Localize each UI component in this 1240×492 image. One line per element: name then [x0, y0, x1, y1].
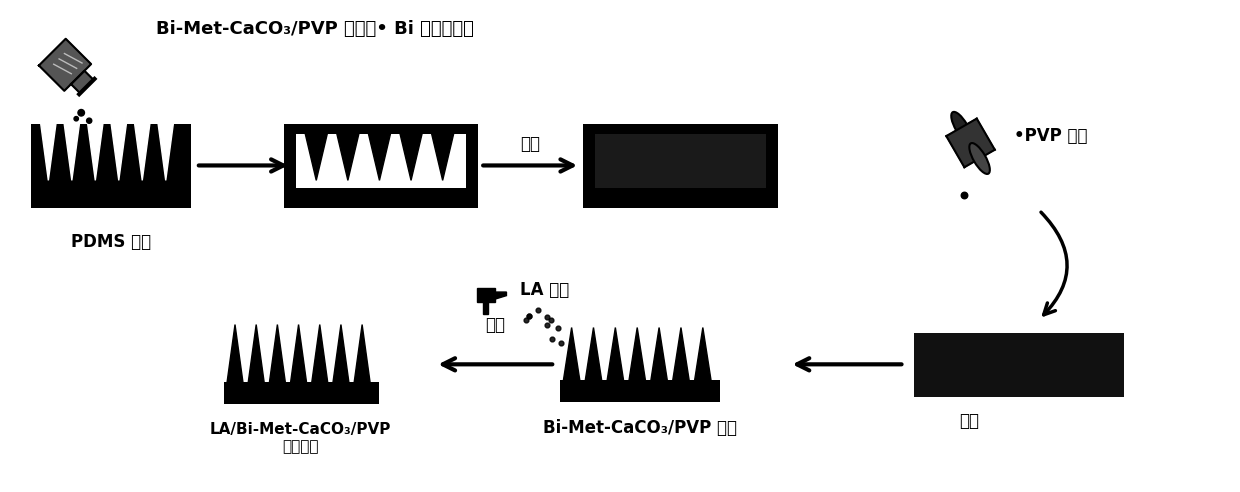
Point — [71, 109, 91, 117]
Point — [542, 316, 562, 324]
Polygon shape — [41, 123, 56, 181]
Bar — [295, 134, 466, 188]
Text: PDMS 阴模: PDMS 阴模 — [71, 233, 151, 251]
Polygon shape — [484, 302, 489, 314]
Point — [955, 191, 975, 199]
Bar — [31, 123, 191, 208]
Polygon shape — [290, 325, 306, 382]
Point — [537, 313, 557, 321]
Polygon shape — [673, 328, 689, 380]
Polygon shape — [477, 287, 495, 302]
Bar — [583, 123, 595, 208]
Ellipse shape — [970, 143, 990, 174]
Polygon shape — [88, 123, 103, 181]
Text: 喷涂: 喷涂 — [485, 315, 506, 334]
Text: Bi-Met-CaCO₃/PVP 溶液（• Bi 纳米粒子）: Bi-Met-CaCO₃/PVP 溶液（• Bi 纳米粒子） — [156, 20, 474, 38]
Bar — [583, 188, 777, 208]
Point — [516, 316, 536, 324]
Point — [79, 117, 99, 124]
Text: LA/Bi-Met-CaCO₃/PVP
涂覆微针: LA/Bi-Met-CaCO₃/PVP 涂覆微针 — [210, 422, 392, 455]
Text: 干燥: 干燥 — [960, 412, 980, 430]
Polygon shape — [651, 328, 667, 380]
Polygon shape — [135, 123, 150, 181]
Polygon shape — [112, 123, 126, 181]
Polygon shape — [157, 123, 174, 181]
Text: •PVP 凝胶: •PVP 凝胶 — [1014, 126, 1087, 145]
Point — [537, 321, 557, 329]
Bar — [224, 382, 378, 404]
Polygon shape — [248, 325, 264, 382]
Bar — [765, 123, 777, 208]
Polygon shape — [368, 134, 391, 181]
Polygon shape — [585, 328, 601, 380]
Text: Bi-Met-CaCO₃/PVP 微针: Bi-Met-CaCO₃/PVP 微针 — [543, 419, 737, 437]
Polygon shape — [227, 325, 243, 382]
Bar — [914, 333, 1123, 397]
Point — [552, 339, 572, 347]
Polygon shape — [946, 119, 994, 167]
Polygon shape — [495, 292, 506, 299]
Point — [520, 312, 539, 320]
Polygon shape — [563, 328, 580, 380]
Point — [66, 115, 86, 123]
Bar — [284, 188, 479, 208]
Polygon shape — [608, 328, 624, 380]
Polygon shape — [305, 134, 327, 181]
Bar — [583, 123, 777, 134]
Polygon shape — [432, 134, 454, 181]
Polygon shape — [355, 325, 370, 382]
Polygon shape — [694, 328, 711, 380]
Polygon shape — [401, 134, 422, 181]
Polygon shape — [311, 325, 327, 382]
Polygon shape — [38, 39, 91, 91]
Polygon shape — [334, 325, 348, 382]
Polygon shape — [71, 71, 93, 93]
Text: LA 溶液: LA 溶液 — [521, 281, 569, 299]
Bar — [466, 123, 479, 208]
Point — [528, 307, 548, 314]
Polygon shape — [337, 134, 358, 181]
Point — [548, 324, 568, 332]
Bar — [284, 123, 479, 134]
Bar — [595, 134, 765, 188]
Bar — [284, 123, 295, 208]
Polygon shape — [269, 325, 285, 382]
Bar — [560, 380, 719, 402]
Polygon shape — [629, 328, 646, 380]
Ellipse shape — [951, 112, 972, 143]
Point — [543, 335, 563, 342]
Text: 离心: 离心 — [521, 135, 541, 153]
Polygon shape — [64, 123, 79, 181]
Point — [520, 312, 539, 320]
